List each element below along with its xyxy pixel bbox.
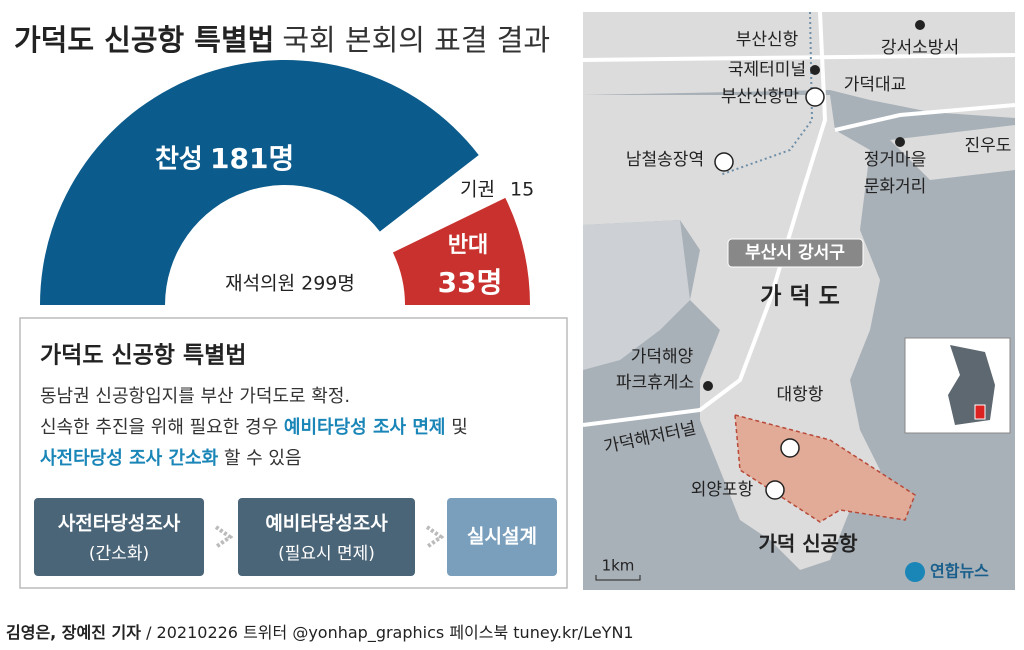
step-note: (간소화) xyxy=(89,544,149,564)
highlight-text: 예비타당성 조사 면제 xyxy=(284,417,446,438)
highlight-text: 사전타당성 조사 간소화 xyxy=(40,448,219,469)
map-label: 부산신항 xyxy=(736,30,799,50)
segment-label: 반대 xyxy=(448,233,488,258)
map-label: 부산신항만 xyxy=(721,87,800,107)
info-line: 사전타당성 조사 간소화 할 수 있음 xyxy=(40,448,302,469)
steps: 사전타당성조사 (간소화) 예비타당성조사 (필요시 면제) 실시설계 xyxy=(34,498,557,576)
map-label: 대항항 xyxy=(777,385,824,405)
station-icon xyxy=(714,152,734,172)
logo-icon xyxy=(905,562,925,582)
step-arrow xyxy=(214,525,234,549)
map-label: 부산시 강서구 xyxy=(745,243,845,263)
value-label: 33명 xyxy=(438,266,503,299)
donut-segment xyxy=(40,60,479,306)
map-label: 남철송장역 xyxy=(626,150,704,170)
segment-label: 기권 xyxy=(460,179,495,201)
info-lines: 동남권 신공항입지를 부산 가덕도로 확정. 신속한 추진을 위해 필요한 경우 … xyxy=(40,386,468,469)
map-label: 진우도 xyxy=(965,136,1012,156)
map-label: 외양포항 xyxy=(691,480,754,500)
map-label: 가덕대교 xyxy=(844,75,907,95)
port-icon xyxy=(780,438,800,458)
map-point xyxy=(810,65,820,75)
map-point xyxy=(895,137,905,147)
step-box xyxy=(34,498,204,576)
step-box xyxy=(238,498,415,576)
text-segment: 할 수 있음 xyxy=(218,448,301,469)
step-title: 사전타당성조사 xyxy=(58,513,181,535)
map-point xyxy=(703,381,713,391)
value-label: 181명 xyxy=(210,142,294,175)
map-label: 가덕해양 xyxy=(631,347,694,367)
map-label: 1km xyxy=(602,557,635,575)
title: 가덕도 신공항 특별법 국회 본회의 표결 결과 xyxy=(14,23,550,57)
value-label: 15 xyxy=(510,179,534,201)
map-label: 가 덕 도 xyxy=(760,284,840,310)
donut-segment xyxy=(392,197,530,305)
info-line: 신속한 추진을 위해 필요한 경우 예비타당성 조사 면제 및 xyxy=(40,417,468,438)
text-segment: 동남권 신공항입지를 부산 가덕도로 확정. xyxy=(40,386,350,407)
map-label: 국제터미널 xyxy=(728,60,806,80)
step-title: 예비타당성조사 xyxy=(265,513,388,535)
info-title: 가덕도 신공항 특별법 xyxy=(40,343,246,369)
map-label: 강서소방서 xyxy=(881,38,959,58)
map-label: 정거마을 xyxy=(864,150,927,170)
step-arrow xyxy=(425,525,445,549)
map-label: 파크휴게소 xyxy=(616,373,694,393)
step-title: 실시설계 xyxy=(467,526,537,548)
annotation: 재석의원 299명 xyxy=(225,273,355,295)
info-line: 동남권 신공항입지를 부산 가덕도로 확정. xyxy=(40,386,350,407)
map-label: 가덕 신공항 xyxy=(759,532,859,556)
text-segment: 신속한 추진을 위해 필요한 경우 xyxy=(40,417,284,438)
donut-segment xyxy=(379,155,506,253)
map-point xyxy=(915,20,925,30)
segment-label: 찬성 xyxy=(155,145,203,175)
port-icon xyxy=(765,480,785,500)
port-icon xyxy=(805,87,825,107)
text-segment: 및 xyxy=(445,417,467,438)
step-note: (필요시 면제) xyxy=(278,544,375,564)
logo: 연합뉴스 xyxy=(930,562,989,581)
footer: 김영은, 장예진 기자 / 20210226 트위터 @yonhap_graph… xyxy=(6,623,634,643)
step-box xyxy=(447,498,557,576)
map-label: 문화거리 xyxy=(864,177,927,197)
